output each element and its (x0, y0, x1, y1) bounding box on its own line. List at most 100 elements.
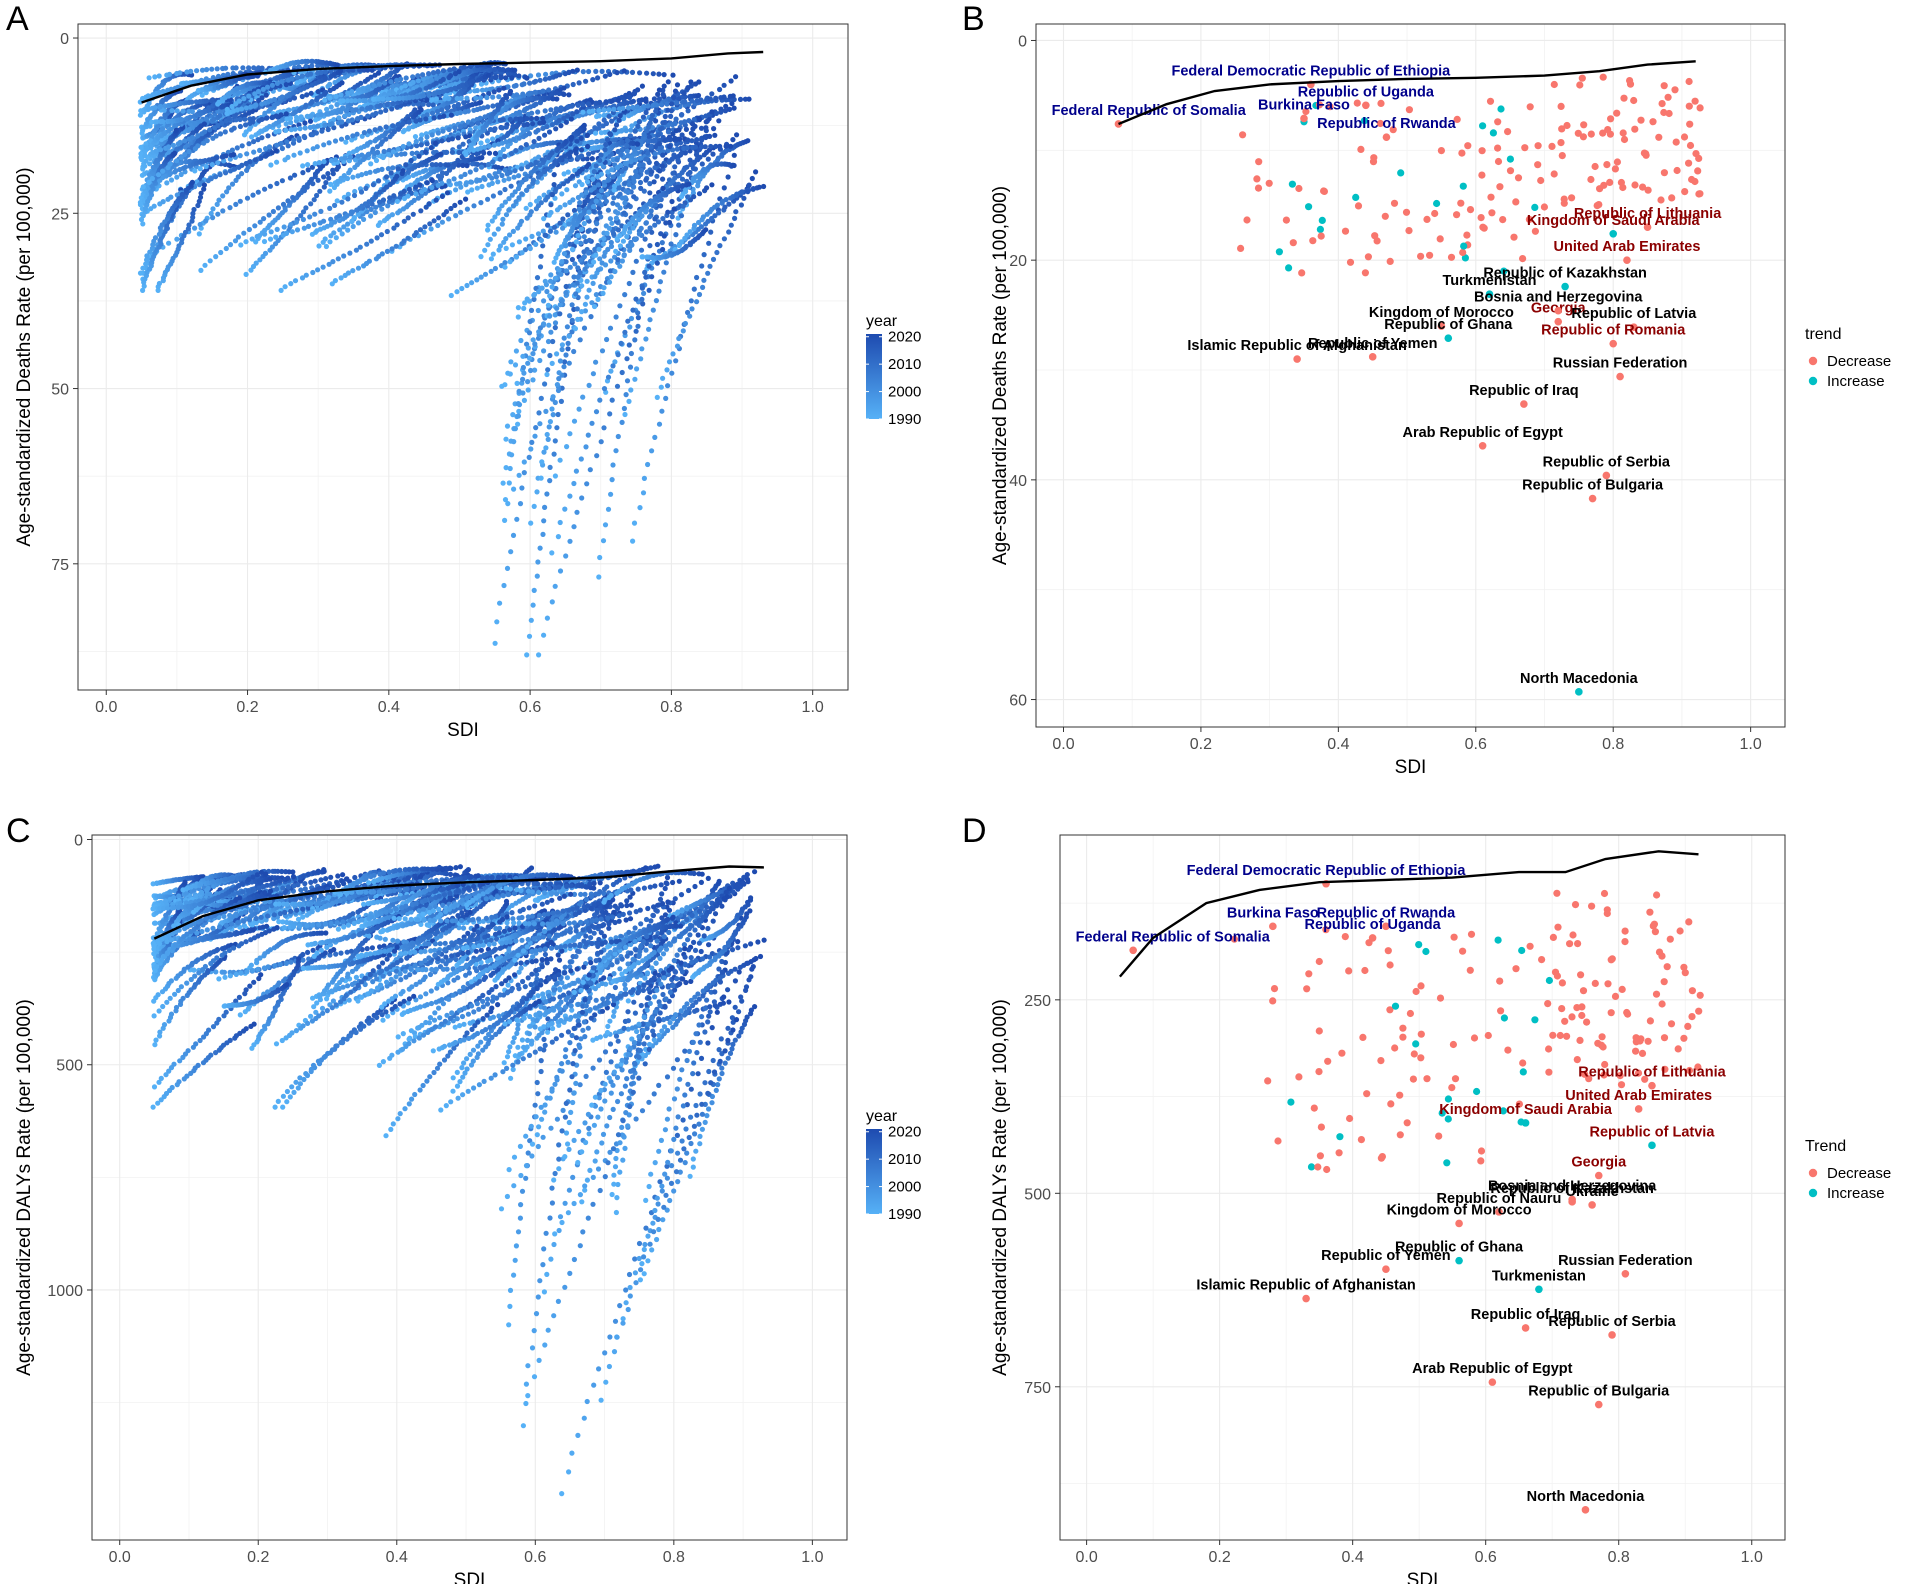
data-point (368, 238, 374, 244)
data-point (246, 141, 252, 147)
data-point (523, 205, 529, 211)
data-point (567, 431, 573, 437)
data-point (560, 216, 566, 222)
data-point (138, 144, 144, 150)
data-point (160, 199, 166, 205)
data-point (366, 258, 372, 264)
data-point (231, 152, 237, 158)
data-point (510, 412, 516, 418)
data-point (699, 263, 705, 269)
data-point (223, 65, 229, 71)
data-point (549, 192, 556, 198)
data-point (548, 202, 554, 208)
data-point (552, 438, 558, 444)
data-point (490, 136, 496, 142)
data-point (635, 323, 641, 329)
data-point (188, 68, 194, 74)
data-point (710, 151, 716, 157)
data-point (525, 360, 531, 366)
data-point (586, 161, 592, 167)
data-point (654, 241, 661, 248)
data-point (279, 178, 285, 184)
data-point (546, 322, 552, 328)
data-point (660, 176, 666, 182)
data-point (534, 573, 540, 579)
data-point (732, 215, 738, 221)
data-point (613, 314, 619, 320)
data-point (699, 161, 705, 167)
data-point (615, 257, 621, 263)
data-point (507, 259, 513, 265)
data-point (545, 367, 551, 373)
data-point (654, 260, 660, 266)
data-point (166, 71, 173, 77)
data-point (359, 172, 365, 178)
data-point (607, 411, 613, 417)
data-point (694, 137, 700, 143)
data-point (663, 260, 669, 266)
data-point (597, 554, 603, 561)
data-point (600, 538, 607, 544)
data-point (538, 200, 544, 206)
data-point (168, 177, 175, 183)
data-point (511, 174, 517, 180)
data-point (578, 153, 585, 159)
data-point (196, 231, 202, 237)
data-point (560, 225, 566, 231)
data-point (332, 278, 338, 284)
data-point (741, 195, 747, 201)
data-point (660, 246, 666, 253)
data-point (347, 250, 353, 256)
data-point (716, 210, 722, 216)
data-point (572, 183, 579, 189)
data-point (498, 75, 504, 81)
data-point (327, 81, 333, 87)
data-point (705, 156, 711, 162)
data-point (584, 294, 590, 300)
data-point (626, 280, 632, 287)
data-point (503, 245, 509, 251)
data-point (214, 155, 220, 161)
data-point (189, 108, 195, 115)
data-point (577, 337, 583, 343)
data-point (379, 251, 385, 257)
data-point (731, 105, 737, 111)
data-point (606, 113, 612, 119)
data-point (556, 117, 562, 124)
data-point (210, 206, 216, 212)
data-point (512, 67, 518, 73)
data-point (534, 489, 540, 495)
data-point (706, 240, 712, 246)
data-point (335, 256, 341, 262)
data-point (609, 397, 615, 403)
data-point (405, 235, 411, 241)
data-point (282, 284, 288, 290)
data-point (478, 200, 484, 206)
data-point (556, 376, 562, 382)
data-point (570, 173, 576, 179)
data-point (213, 174, 219, 180)
data-point (514, 516, 520, 522)
data-point (737, 96, 744, 102)
data-point (673, 232, 679, 238)
data-point (368, 213, 374, 219)
data-point (635, 315, 642, 321)
data-point (599, 260, 605, 266)
data-point (384, 228, 390, 235)
data-point (513, 254, 520, 260)
data-point (579, 495, 585, 501)
data-point (210, 215, 216, 221)
data-point (276, 128, 282, 134)
data-point (180, 108, 186, 114)
data-point (745, 189, 751, 195)
data-point (367, 169, 373, 175)
data-point (565, 346, 571, 352)
data-point (355, 265, 362, 271)
data-point (426, 101, 432, 108)
data-point (534, 275, 541, 281)
data-point (575, 316, 581, 322)
data-point (718, 109, 724, 115)
data-point (649, 274, 655, 280)
data-point (627, 324, 633, 330)
data-point (591, 145, 597, 151)
